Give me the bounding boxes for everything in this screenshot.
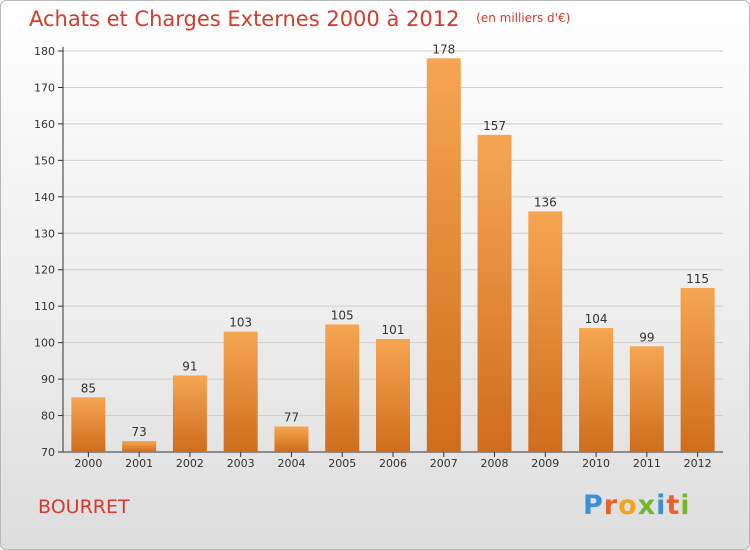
logo-letter: P: [583, 490, 604, 521]
commune-name: BOURRET: [38, 496, 130, 518]
data-label-2004: 77: [284, 410, 299, 424]
y-tick-label: 130: [34, 227, 55, 240]
data-label-2005: 105: [331, 308, 354, 322]
chart-title-text: Achats et Charges Externes 2000 à 2012: [29, 7, 460, 31]
bar-2003: [223, 331, 258, 452]
logo-letter: i: [656, 490, 667, 521]
x-tick-label: 2000: [74, 457, 102, 470]
logo-letter: t: [666, 490, 681, 521]
x-tick-label: 2001: [125, 457, 153, 470]
chart-subtitle: (en milliers d'€): [476, 11, 571, 25]
y-tick-label: 110: [34, 300, 55, 313]
x-tick-label: 2010: [582, 457, 610, 470]
data-label-2002: 91: [182, 359, 197, 373]
data-label-2011: 99: [639, 330, 654, 344]
data-label-2008: 157: [483, 119, 506, 133]
bar-2006: [376, 338, 410, 452]
logo-letter: r: [603, 490, 619, 521]
bar-2009: [528, 211, 563, 452]
y-tick-label: 180: [34, 45, 55, 58]
logo-letter: i: [680, 490, 691, 521]
y-tick-label: 70: [41, 446, 55, 459]
data-label-2007: 178: [432, 42, 455, 56]
data-label-2010: 104: [585, 312, 608, 326]
data-label-2003: 103: [229, 316, 252, 330]
y-tick-label: 160: [34, 118, 55, 131]
x-tick-label: 2008: [481, 457, 509, 470]
y-tick-label: 170: [34, 81, 55, 94]
proxiti-logo[interactable]: Proxiti: [583, 490, 691, 521]
bar-2011: [629, 346, 664, 452]
data-label-2006: 101: [382, 323, 405, 337]
bars: [71, 58, 715, 453]
x-tick-label: 2003: [227, 457, 255, 470]
logo-letter: o: [618, 490, 638, 521]
y-tick-label: 120: [34, 264, 55, 277]
y-tick-label: 90: [41, 373, 55, 386]
x-tick-label: 2012: [684, 457, 712, 470]
bar-2012: [680, 287, 715, 452]
x-tick-label: 2005: [328, 457, 356, 470]
bar-2002: [172, 375, 207, 452]
bar-2000: [71, 397, 106, 452]
bar-2005: [325, 324, 360, 452]
x-tick-label: 2006: [379, 457, 407, 470]
y-tick-label: 100: [34, 337, 55, 350]
x-tick-label: 2002: [176, 457, 204, 470]
y-tick-label: 80: [41, 410, 55, 423]
bar-2004: [274, 426, 309, 452]
y-tick-label: 150: [34, 154, 55, 167]
bar-2007: [426, 58, 461, 453]
data-label-2009: 136: [534, 195, 557, 209]
chart-title: Achats et Charges Externes 2000 à 2012 (…: [29, 7, 570, 31]
x-tick-label: 2004: [277, 457, 305, 470]
x-tick-label: 2009: [531, 457, 559, 470]
bar-2010: [579, 328, 614, 452]
data-label-2001: 73: [132, 425, 147, 439]
bar-2001: [122, 441, 157, 452]
data-label-2000: 85: [81, 381, 96, 395]
bar-2008: [477, 134, 512, 452]
labels: 2000 85 2001 73 2002 91 2003 103 2004 77 2005 105 20…: [74, 42, 711, 470]
y-tick-label: 140: [34, 191, 55, 204]
x-tick-label: 2011: [633, 457, 661, 470]
logo-letter: x: [637, 490, 657, 521]
data-label-2012: 115: [686, 272, 709, 286]
x-tick-label: 2007: [430, 457, 458, 470]
